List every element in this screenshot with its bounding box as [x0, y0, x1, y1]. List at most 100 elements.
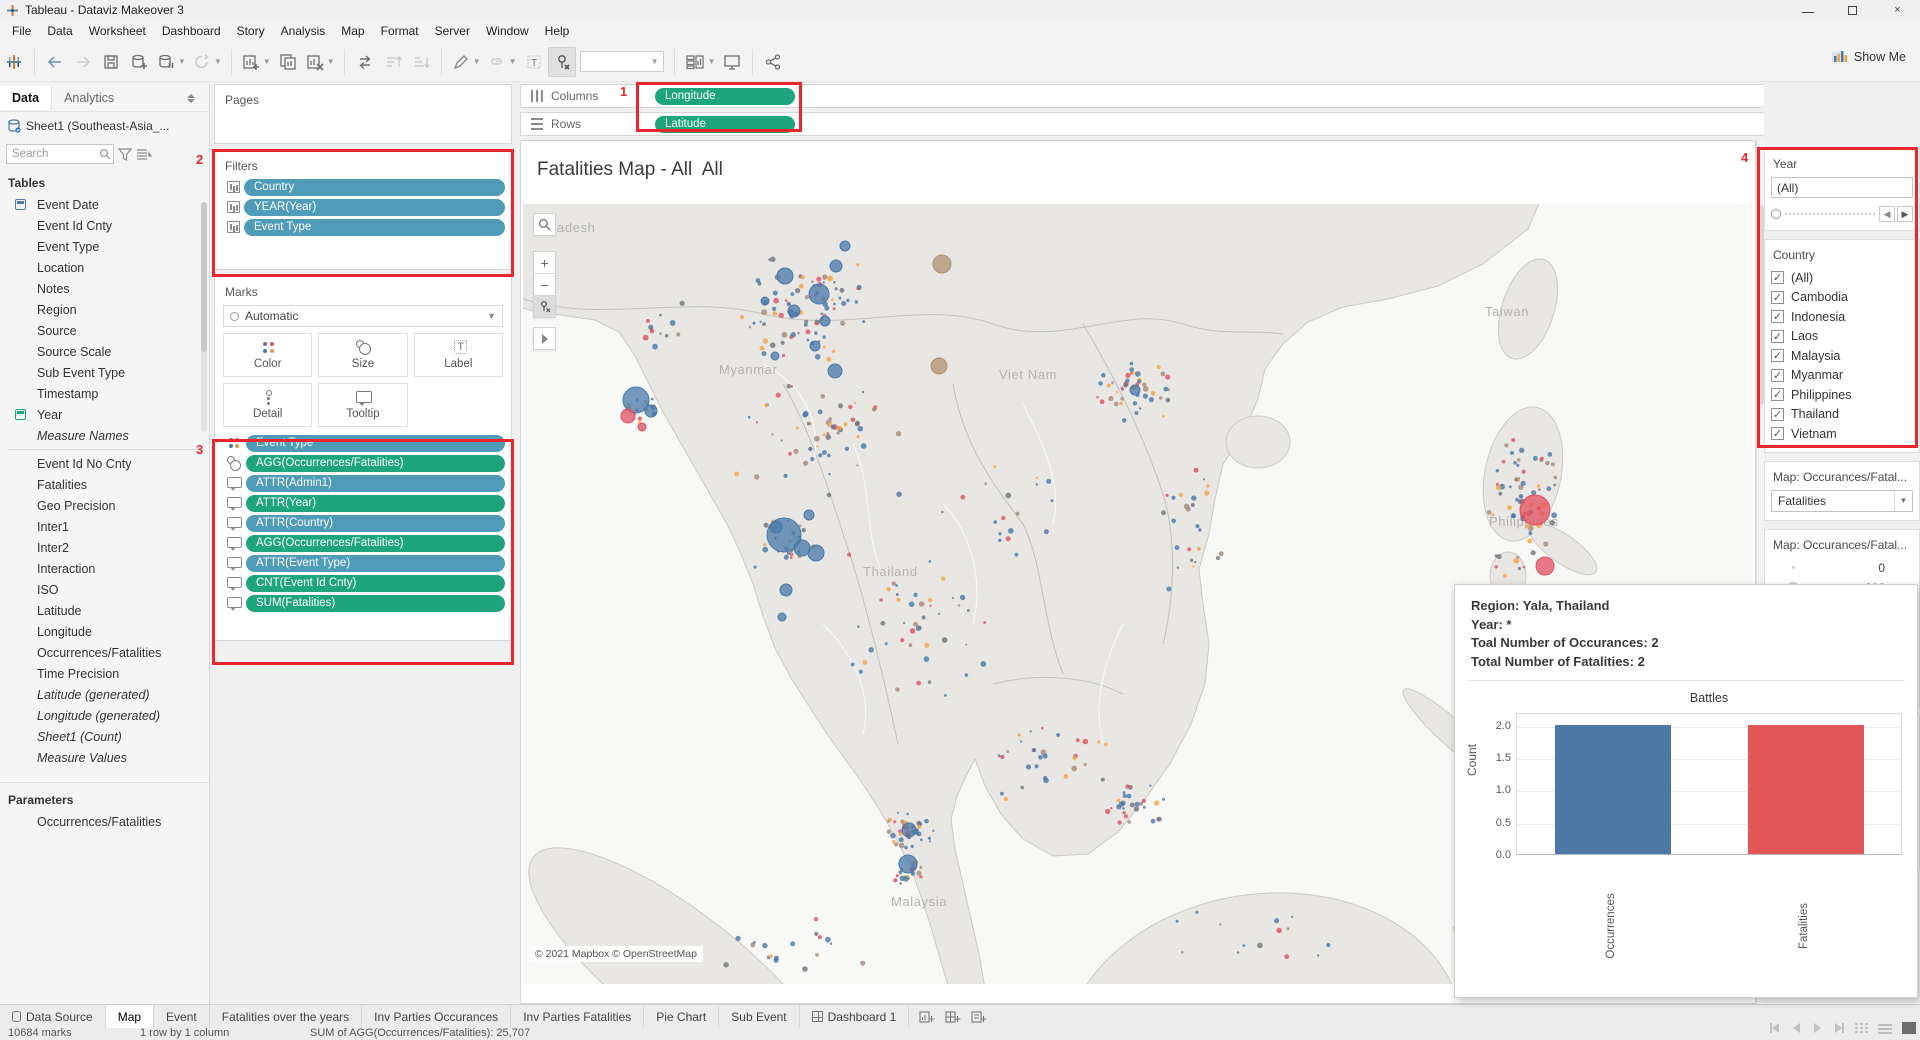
- sort-descending-button[interactable]: [407, 47, 435, 77]
- size-button[interactable]: Size: [318, 333, 407, 377]
- new-worksheet-tab-button[interactable]: [915, 1007, 939, 1027]
- field-row[interactable]: Event Date: [0, 194, 209, 215]
- checkbox-icon[interactable]: ✓: [1771, 349, 1784, 362]
- pages-shelf[interactable]: Pages: [214, 84, 512, 144]
- sheet-tab[interactable]: Sub Event: [719, 1005, 799, 1028]
- show-me-button[interactable]: Show Me: [1832, 50, 1906, 64]
- field-row[interactable]: Sub Event Type: [0, 362, 209, 383]
- country-checkbox-row[interactable]: ✓ (All): [1771, 268, 1913, 288]
- color-button[interactable]: Color: [223, 333, 312, 377]
- clear-sheet-button[interactable]: ▼: [302, 47, 338, 77]
- field-row[interactable]: Region: [0, 299, 209, 320]
- save-button[interactable]: [97, 47, 125, 77]
- checkbox-icon[interactable]: ✓: [1771, 310, 1784, 323]
- data-pane-scrollbar[interactable]: [201, 202, 207, 432]
- swap-rows-columns-button[interactable]: [351, 47, 379, 77]
- checkbox-icon[interactable]: ✓: [1771, 271, 1784, 284]
- new-dashboard-tab-button[interactable]: [941, 1007, 965, 1027]
- fix-axes-pin-button[interactable]: [548, 47, 576, 77]
- shelf-pill[interactable]: Longitude: [655, 88, 795, 105]
- checkbox-icon[interactable]: ✓: [1771, 427, 1784, 440]
- show-sheet-tabs-button[interactable]: [1854, 1022, 1868, 1034]
- parameter-row[interactable]: Occurrences/Fatalities: [0, 811, 209, 832]
- zoom-out-button[interactable]: −: [533, 273, 556, 296]
- field-row[interactable]: Interaction: [0, 558, 209, 579]
- sheet-tab[interactable]: Fatalities over the years: [210, 1005, 362, 1028]
- field-row[interactable]: Fatalities: [0, 474, 209, 495]
- pause-auto-updates-button[interactable]: ▼: [153, 47, 189, 77]
- maximize-button[interactable]: [1830, 0, 1875, 20]
- duplicate-sheet-button[interactable]: [274, 47, 302, 77]
- zoom-in-button[interactable]: +: [533, 251, 556, 274]
- label-button[interactable]: Label: [414, 333, 503, 377]
- minimize-button[interactable]: [1785, 0, 1830, 20]
- next-sheet-button[interactable]: [1814, 1023, 1821, 1033]
- field-row[interactable]: Source Scale: [0, 341, 209, 362]
- highlight-button[interactable]: ▼: [448, 47, 484, 77]
- country-checkbox-row[interactable]: ✓ Cambodia: [1771, 288, 1913, 308]
- year-slider-track[interactable]: [1785, 213, 1875, 215]
- last-sheet-button[interactable]: [1835, 1023, 1844, 1033]
- country-checkbox-row[interactable]: ✓ Indonesia: [1771, 307, 1913, 327]
- field-row[interactable]: Occurrences/Fatalities: [0, 642, 209, 663]
- menu-item[interactable]: Server: [427, 21, 478, 41]
- year-filter-value[interactable]: (All): [1771, 177, 1913, 198]
- sheet-tab[interactable]: Event: [154, 1005, 210, 1028]
- checkbox-icon[interactable]: ✓: [1771, 291, 1784, 304]
- filter-pill[interactable]: Event Type: [244, 219, 505, 236]
- new-data-source-button[interactable]: [125, 47, 153, 77]
- country-checkbox-row[interactable]: ✓ Myanmar: [1771, 366, 1913, 386]
- columns-shelf[interactable]: Columns Longitude: [520, 84, 1912, 108]
- new-story-tab-button[interactable]: [967, 1007, 991, 1027]
- mark-pill[interactable]: CNT(Event Id Cnty): [246, 575, 505, 592]
- field-row[interactable]: Notes: [0, 278, 209, 299]
- shelf-pill[interactable]: Latitude: [655, 116, 795, 133]
- field-row[interactable]: Inter2: [0, 537, 209, 558]
- menu-item[interactable]: Format: [373, 21, 427, 41]
- field-row[interactable]: Geo Precision: [0, 495, 209, 516]
- show-filmstrip-button[interactable]: [1878, 1022, 1892, 1034]
- bar-Occurrences[interactable]: [1555, 725, 1671, 854]
- search-input[interactable]: [6, 144, 114, 164]
- checkbox-icon[interactable]: ✓: [1771, 330, 1784, 343]
- field-row[interactable]: Measure Values: [0, 747, 209, 768]
- menu-item[interactable]: File: [4, 21, 39, 41]
- filters-shelf[interactable]: Filters Country YEAR(Year) Ev: [214, 150, 512, 270]
- rows-shelf[interactable]: Rows Latitude: [520, 112, 1912, 136]
- type-in-shelf-dropdown[interactable]: ▼: [580, 51, 664, 72]
- field-row[interactable]: Location: [0, 257, 209, 278]
- measure-select-dropdown[interactable]: Fatalities ▼: [1771, 490, 1913, 512]
- year-slider-knob[interactable]: [1771, 209, 1781, 219]
- field-row[interactable]: Source: [0, 320, 209, 341]
- sheet-tab[interactable]: Map: [106, 1005, 154, 1028]
- filter-pill[interactable]: Country: [244, 179, 505, 196]
- show-mark-labels-button[interactable]: T: [520, 47, 548, 77]
- field-row[interactable]: Event Id Cnty: [0, 215, 209, 236]
- mark-pill[interactable]: ATTR(Admin1): [246, 475, 505, 492]
- sheet-tab[interactable]: Pie Chart: [644, 1005, 719, 1028]
- field-row[interactable]: Longitude: [0, 621, 209, 642]
- map-search-button[interactable]: [533, 213, 556, 236]
- country-checkbox-row[interactable]: ✓ Thailand: [1771, 405, 1913, 425]
- field-row[interactable]: Event Id No Cnty: [0, 453, 209, 474]
- tooltip-button[interactable]: Tooltip: [318, 383, 407, 427]
- tableau-logo-button[interactable]: [0, 47, 28, 77]
- group-members-button[interactable]: ▼: [484, 47, 520, 77]
- checkbox-icon[interactable]: ✓: [1771, 369, 1784, 382]
- field-row[interactable]: Sheet1 (Count): [0, 726, 209, 747]
- detail-button[interactable]: Detail: [223, 383, 312, 427]
- undo-button[interactable]: [41, 47, 69, 77]
- data-pane-tab[interactable]: Data: [0, 86, 52, 110]
- country-checkbox-row[interactable]: ✓ Vietnam: [1771, 424, 1913, 444]
- sheet-tab[interactable]: Data Source: [0, 1005, 106, 1028]
- menu-item[interactable]: Data: [39, 21, 80, 41]
- country-checkbox-row[interactable]: ✓ Malaysia: [1771, 346, 1913, 366]
- sort-ascending-button[interactable]: [379, 47, 407, 77]
- mark-pill[interactable]: ATTR(Event Type): [246, 555, 505, 572]
- field-row[interactable]: Longitude (generated): [0, 705, 209, 726]
- view-options-icon[interactable]: [136, 148, 152, 161]
- field-row[interactable]: Year: [0, 404, 209, 425]
- checkbox-icon[interactable]: ✓: [1771, 408, 1784, 421]
- sheet-tab[interactable]: Inv Parties Fatalities: [511, 1005, 644, 1028]
- menu-item[interactable]: Window: [478, 21, 537, 41]
